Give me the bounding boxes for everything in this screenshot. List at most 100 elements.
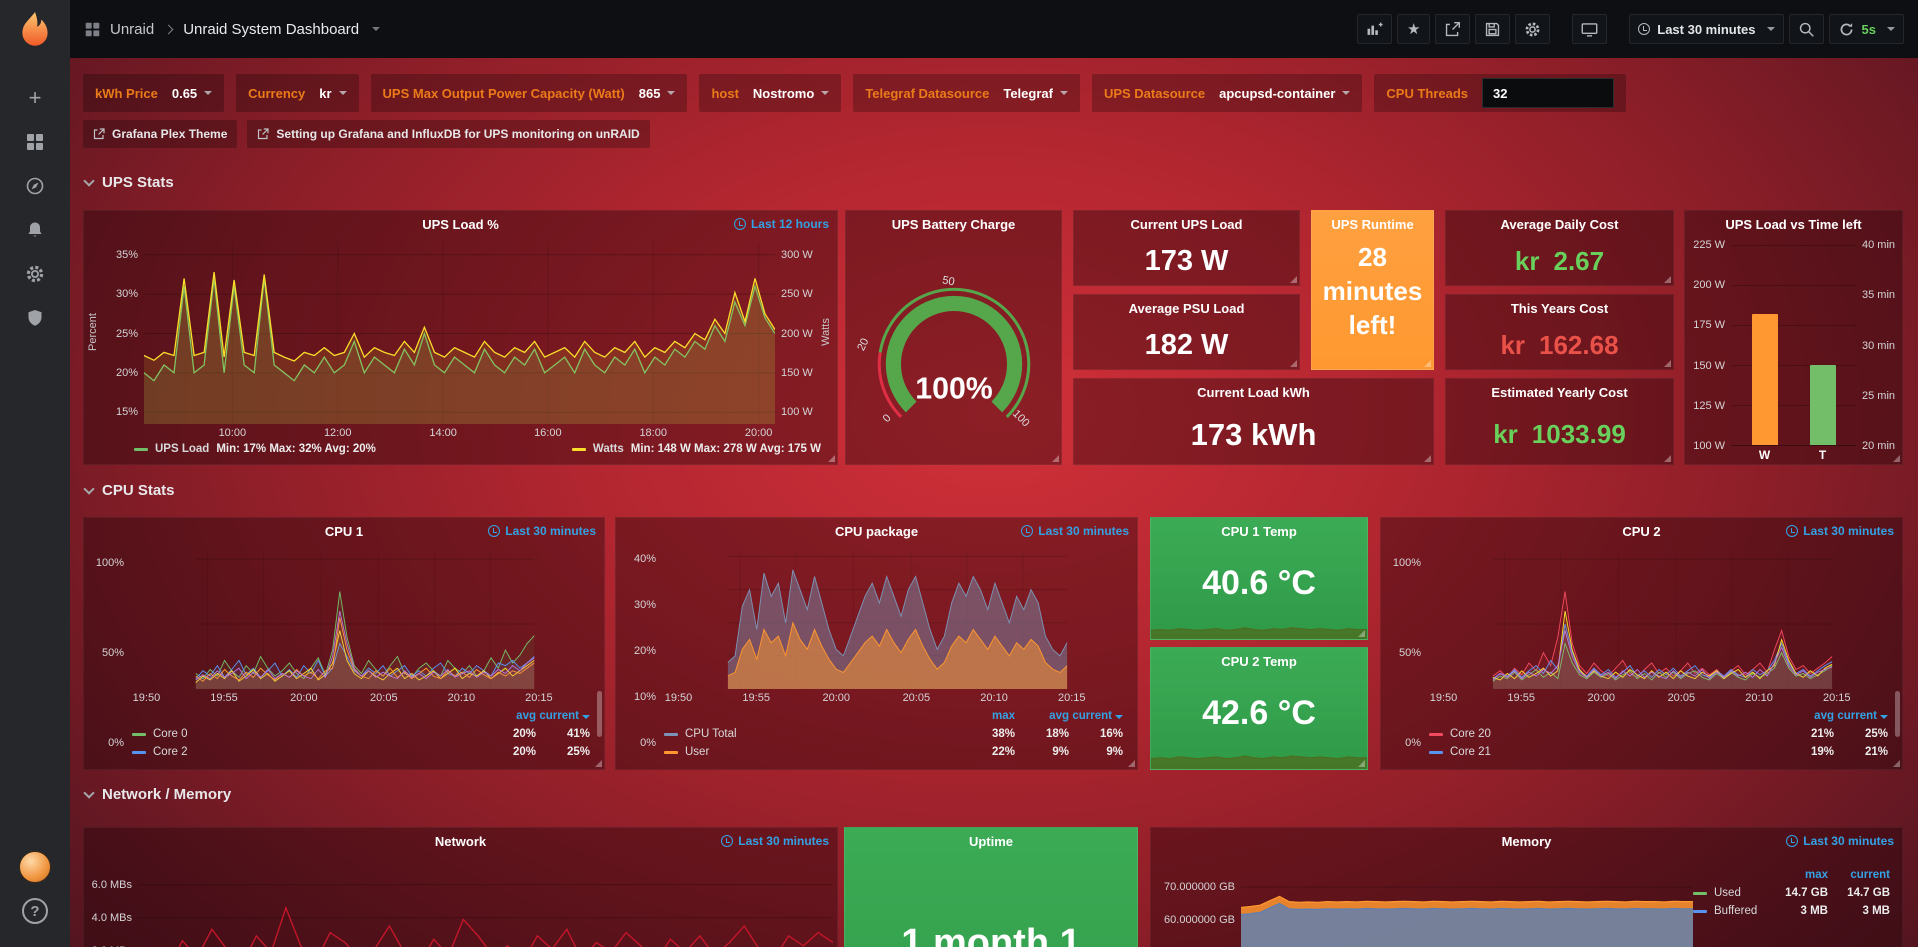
legend-series-name[interactable]: Core 21 [1429, 746, 1780, 758]
panel-title[interactable]: UPS Runtime [1331, 216, 1414, 232]
legend-scrollbar[interactable] [597, 691, 602, 737]
star-dashboard-button[interactable]: ★ [1397, 14, 1431, 44]
alerting-bell-icon[interactable] [12, 208, 58, 252]
add-panel-button[interactable] [1357, 14, 1393, 44]
dashboard-link[interactable]: Grafana Plex Theme [83, 120, 238, 148]
template-variables-bar: kWh Price 0.65 Currency kr UPS Max Output Po… [83, 74, 1627, 112]
panel-title[interactable]: Average PSU Load [1128, 300, 1245, 316]
panel-title[interactable]: Current Load kWh [1197, 384, 1310, 400]
legend-column-header[interactable]: max [991, 710, 1015, 722]
time-override-link[interactable]: Last 30 minutes [1021, 524, 1129, 538]
topbar-actions: ★ Last 30 minutes [1357, 14, 1904, 44]
axis-tick-label: 35% [115, 248, 138, 261]
grafana-logo-icon[interactable] [14, 10, 56, 52]
legend-scrollbar[interactable] [1895, 691, 1900, 737]
legend-column-header[interactable]: current [1850, 869, 1890, 881]
panel-title[interactable]: Uptime [968, 833, 1014, 849]
legend-column-header[interactable]: current [1069, 710, 1123, 722]
legend-value: 14.7 GB [1785, 887, 1828, 899]
variable-label[interactable]: host [711, 85, 739, 101]
time-range-picker[interactable]: Last 30 minutes [1629, 14, 1784, 44]
legend-column-header[interactable]: current [536, 710, 590, 722]
variable-label[interactable]: UPS Datasource [1103, 85, 1206, 101]
panel-title[interactable]: This Years Cost [1510, 300, 1609, 316]
panel-title[interactable]: CPU 1 Temp [1221, 523, 1297, 539]
panel-title[interactable]: Average Daily Cost [1500, 216, 1619, 232]
variable-dropdown[interactable]: Nostromo [753, 86, 830, 101]
panel-title[interactable]: CPU 1 [324, 523, 364, 539]
breadcrumb-folder[interactable]: Unraid [110, 20, 155, 38]
time-override-link[interactable]: Last 30 minutes [1786, 524, 1894, 538]
legend-series-name[interactable]: User [664, 746, 961, 758]
legend-column-header[interactable]: avg [1814, 710, 1834, 722]
legend-column-header[interactable]: avg [1049, 710, 1069, 722]
legend-series-name[interactable]: Used [1693, 887, 1766, 899]
variable-label[interactable]: CPU Threads [1386, 85, 1469, 101]
variable-label[interactable]: kWh Price [95, 85, 158, 101]
panel-title[interactable]: UPS Battery Charge [891, 216, 1016, 232]
panel-title[interactable]: Current UPS Load [1130, 216, 1243, 232]
time-override-link[interactable]: Last 30 minutes [721, 834, 829, 848]
variable-dropdown[interactable]: kr [319, 86, 347, 101]
panel-title[interactable]: Network [434, 833, 487, 849]
time-override-link[interactable]: Last 30 minutes [1786, 834, 1894, 848]
panel-title[interactable]: Memory [1501, 833, 1552, 849]
legend-series-name[interactable]: CPU Total [664, 728, 961, 740]
legend-series-name[interactable]: Core 2 [132, 746, 482, 758]
explore-compass-icon[interactable] [12, 164, 58, 208]
legend-series-name[interactable]: Buffered [1693, 905, 1766, 917]
avatar-image [19, 851, 51, 883]
legend-column-header[interactable]: max [1804, 869, 1828, 881]
row-header-ups-stats[interactable]: UPS Stats [83, 174, 174, 191]
axis-tick-label: 19:50 [1429, 692, 1458, 704]
legend-item[interactable]: UPS Load Min: 17% Max: 32% Avg: 20% [134, 443, 376, 455]
dashboard-settings-button[interactable] [1515, 14, 1551, 44]
time-override-label: Last 30 minutes [1038, 524, 1129, 538]
breadcrumb-dashboard-title[interactable]: Unraid System Dashboard [183, 20, 360, 38]
legend-column-header[interactable]: avg [516, 710, 536, 722]
panel-title[interactable]: CPU 2 [1622, 523, 1661, 539]
row-header-network-memory[interactable]: Network / Memory [83, 786, 231, 803]
dashboards-icon[interactable] [12, 120, 58, 164]
chevron-down-icon [1887, 27, 1895, 31]
refresh-picker[interactable]: 5s [1828, 14, 1904, 44]
variable-label[interactable]: UPS Max Output Power Capacity (Watt) [382, 85, 625, 101]
legend-series-name[interactable]: Core 20 [1429, 728, 1780, 740]
row-header-cpu-stats[interactable]: CPU Stats [83, 482, 175, 499]
legend-value: 14.7 GB [1847, 887, 1890, 899]
user-avatar[interactable] [12, 845, 58, 889]
panel-title[interactable]: Estimated Yearly Cost [1491, 384, 1628, 400]
chevron-down-icon[interactable] [372, 27, 381, 31]
time-override-link[interactable]: Last 12 hours [733, 217, 829, 231]
variable-dropdown[interactable]: apcupsd-container [1219, 86, 1351, 101]
stat-value: 173 kWh [1190, 416, 1317, 452]
legend-item[interactable]: Watts Min: 148 W Max: 278 W Avg: 175 W [571, 443, 821, 455]
create-icon[interactable]: + [12, 76, 58, 120]
panel-average-psu-load: Average PSU Load 182 W [1073, 294, 1300, 370]
legend-series-name[interactable]: Core 0 [132, 728, 482, 740]
panel-title[interactable]: UPS Load vs Time left [1725, 216, 1862, 232]
configuration-gear-icon[interactable] [12, 252, 58, 296]
variable-label[interactable]: Telegraf Datasource [865, 85, 990, 101]
time-override-link[interactable]: Last 30 minutes [488, 524, 596, 538]
variable-dropdown[interactable]: Telegraf [1003, 86, 1068, 101]
zoom-out-button[interactable] [1788, 14, 1824, 44]
dashboard-link[interactable]: Setting up Grafana and InfluxDB for UPS … [247, 120, 650, 148]
panel-title[interactable]: CPU package [834, 523, 919, 539]
variable-label[interactable]: Currency [248, 85, 306, 101]
save-dashboard-button[interactable] [1475, 14, 1511, 44]
cycle-view-mode-button[interactable] [1572, 14, 1608, 44]
share-dashboard-button[interactable] [1435, 14, 1471, 44]
chart-legend: UPS Load Min: 17% Max: 32% Avg: 20% Watts M… [84, 440, 837, 464]
variable-dropdown[interactable]: 865 [639, 86, 676, 101]
variable-dropdown[interactable]: 0.65 [172, 86, 213, 101]
legend-table: avg current Core 20 21% 25% Core 21 19% 21% [1381, 705, 1902, 769]
variable-input[interactable]: 32 [1482, 78, 1615, 108]
admin-shield-icon[interactable] [12, 296, 58, 340]
help-icon[interactable]: ? [12, 889, 58, 933]
panel-ups-load-vs-time-left: UPS Load vs Time left 225 W 200 W 175 W 150… [1684, 210, 1903, 465]
legend-column-header[interactable]: current [1834, 710, 1888, 722]
panel-title[interactable]: CPU 2 Temp [1221, 653, 1297, 669]
panel-title[interactable]: UPS Load % [422, 216, 499, 232]
